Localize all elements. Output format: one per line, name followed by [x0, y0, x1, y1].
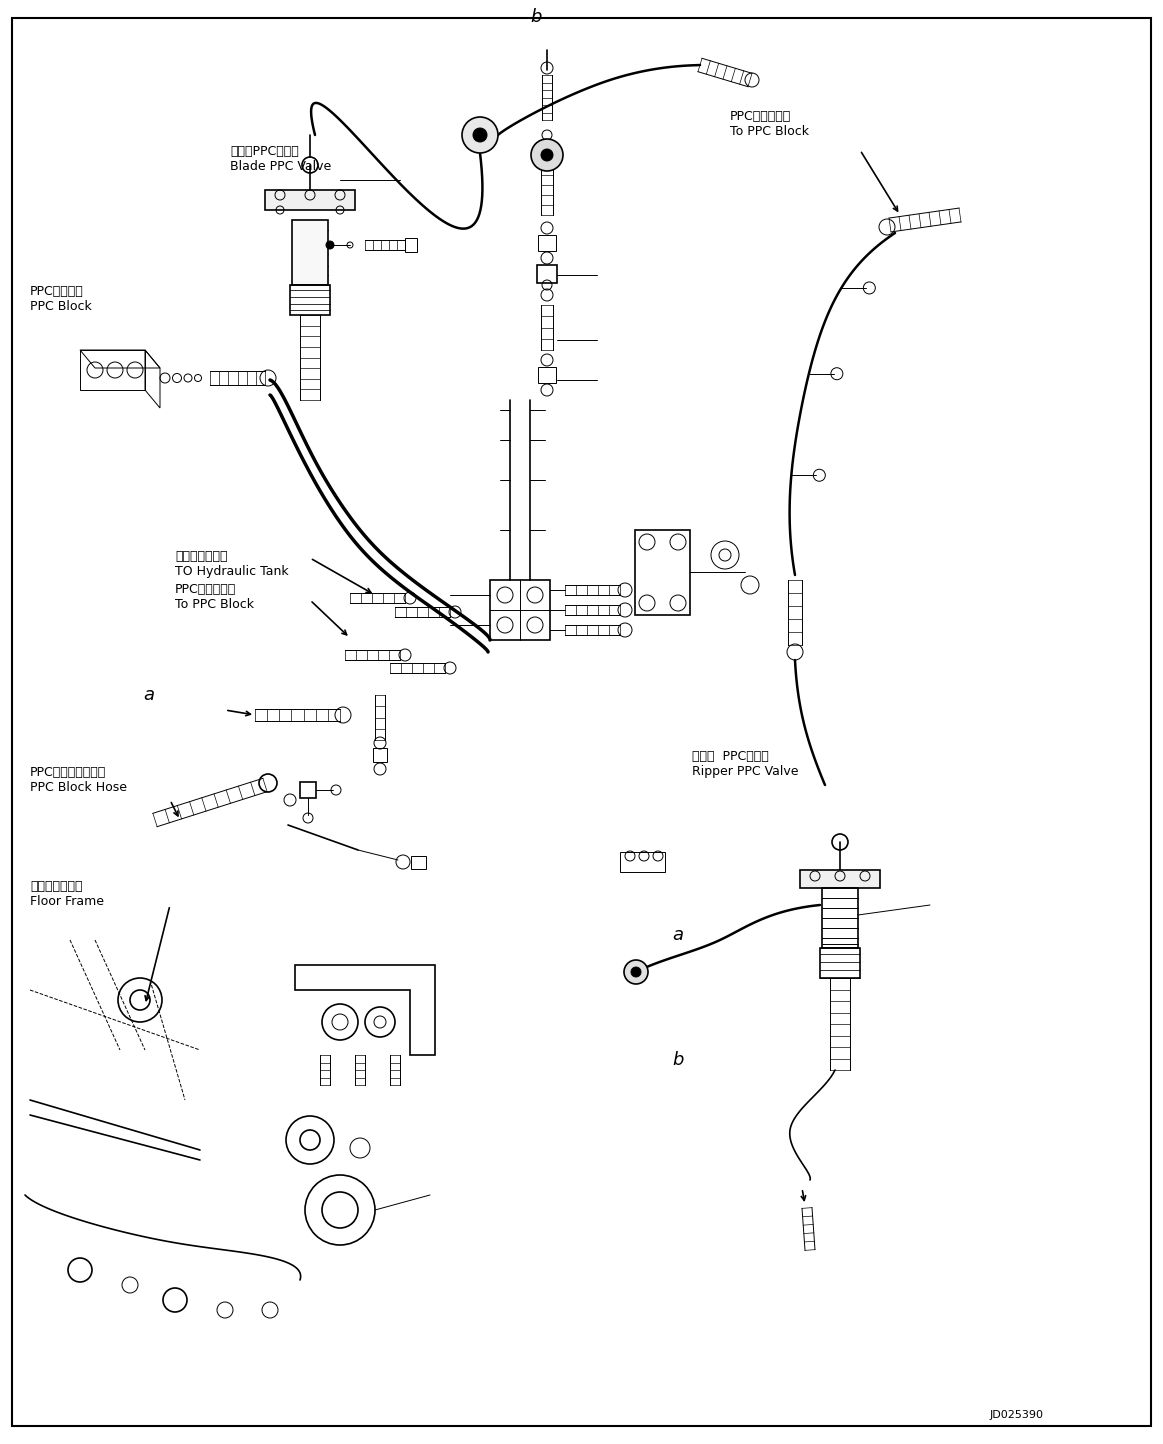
Circle shape [531, 139, 563, 170]
Bar [292, 219, 328, 284]
Bar [635, 530, 690, 615]
Bar [265, 191, 355, 209]
Bar [405, 238, 418, 253]
Text: To PPC Block: To PPC Block [730, 126, 809, 139]
Text: To PPC Block: To PPC Block [174, 598, 254, 611]
Text: b: b [530, 9, 541, 26]
Bar [290, 284, 330, 315]
Text: Floor Frame: Floor Frame [30, 895, 104, 908]
Bar [411, 856, 426, 869]
Bar [80, 349, 145, 390]
Text: PPCブロックへ: PPCブロックへ [174, 583, 236, 596]
Bar [373, 748, 387, 762]
Text: 作動油タンクへ: 作動油タンクへ [174, 550, 228, 563]
Circle shape [462, 117, 498, 153]
Circle shape [326, 241, 334, 248]
Text: PPCブロック: PPCブロック [30, 284, 84, 297]
Circle shape [632, 967, 641, 978]
Bar [800, 869, 880, 888]
Text: リッパ  PPCバルブ: リッパ PPCバルブ [692, 749, 769, 762]
Text: TO Hydraulic Tank: TO Hydraulic Tank [174, 565, 288, 578]
Text: ブレーPPCバルブ: ブレーPPCバルブ [230, 144, 299, 157]
Text: PPCブロックへ: PPCブロックへ [730, 110, 791, 123]
Text: Ripper PPC Valve: Ripper PPC Valve [692, 765, 799, 778]
Text: a: a [143, 686, 154, 705]
Bar [538, 367, 556, 383]
Circle shape [625, 960, 648, 983]
Bar [537, 266, 557, 283]
Bar [300, 783, 316, 799]
Text: PPC Block Hose: PPC Block Hose [30, 781, 127, 794]
Circle shape [473, 129, 487, 142]
Bar [820, 949, 859, 978]
Text: PPC Block: PPC Block [30, 300, 92, 313]
Text: b: b [672, 1051, 684, 1069]
Bar [822, 888, 858, 949]
Text: PPCブロックホース: PPCブロックホース [30, 765, 106, 778]
Text: フロアフレーム: フロアフレーム [30, 879, 83, 892]
Text: JD025390: JD025390 [990, 1409, 1044, 1419]
Bar [490, 580, 550, 640]
Bar [538, 235, 556, 251]
Text: a: a [672, 926, 683, 944]
Bar [620, 852, 665, 872]
Text: Blade PPC Valve: Blade PPC Valve [230, 160, 331, 173]
Circle shape [541, 149, 552, 160]
